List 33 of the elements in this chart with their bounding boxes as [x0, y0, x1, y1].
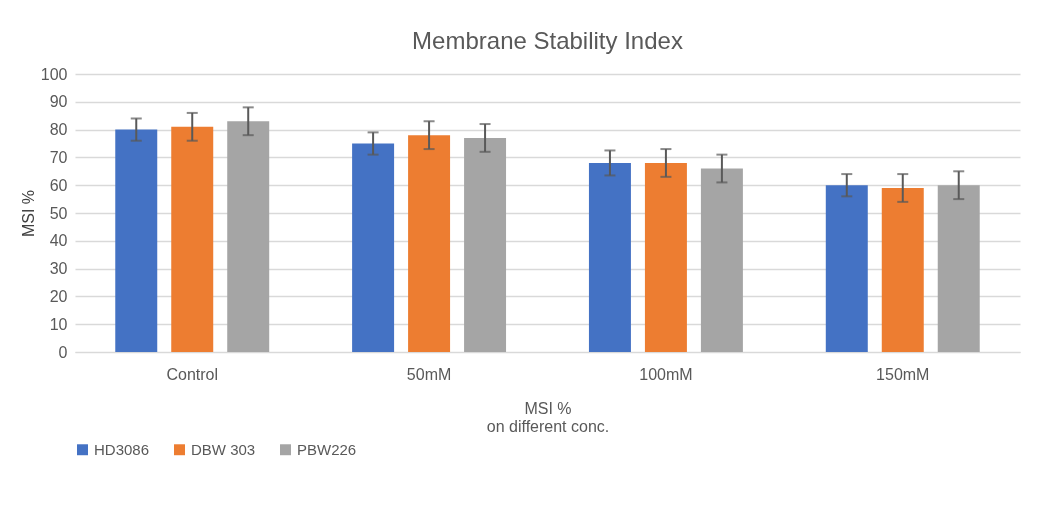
bar	[115, 129, 158, 352]
y-tick-label: 70	[49, 148, 68, 166]
bar	[588, 162, 631, 352]
bar	[352, 143, 395, 352]
bar	[171, 126, 214, 352]
x-tick-label: 150mM	[876, 365, 930, 383]
bar	[408, 135, 451, 352]
bar	[937, 185, 980, 352]
bar	[227, 121, 270, 352]
x-tick-label: 50mM	[406, 365, 452, 383]
y-tick-label: 40	[49, 232, 68, 250]
y-tick-label: 100	[40, 65, 68, 83]
y-axis-title: MSI %	[19, 189, 37, 238]
x-tick-label: 100mM	[639, 365, 693, 383]
x-tick-label: Control	[166, 365, 219, 383]
y-tick-label: 60	[49, 176, 68, 194]
y-tick-label: 50	[49, 204, 68, 222]
bar	[644, 162, 687, 352]
legend-label: PBW226	[297, 440, 357, 458]
bar	[700, 168, 743, 352]
y-tick-label: 90	[49, 93, 68, 111]
y-tick-label: 20	[49, 287, 68, 305]
bar	[825, 185, 868, 352]
bar	[881, 187, 924, 352]
chart-title: Membrane Stability Index	[412, 27, 683, 54]
y-tick-label: 80	[49, 121, 68, 139]
bar	[464, 137, 507, 352]
y-tick-label: 0	[58, 343, 68, 361]
x-axis-title: MSI % on different conc.	[486, 399, 610, 435]
legend-label: DBW 303	[191, 440, 256, 458]
legend-label: HD3086	[94, 440, 150, 458]
y-tick-label: 30	[49, 260, 68, 278]
y-tick-label: 10	[49, 315, 68, 333]
